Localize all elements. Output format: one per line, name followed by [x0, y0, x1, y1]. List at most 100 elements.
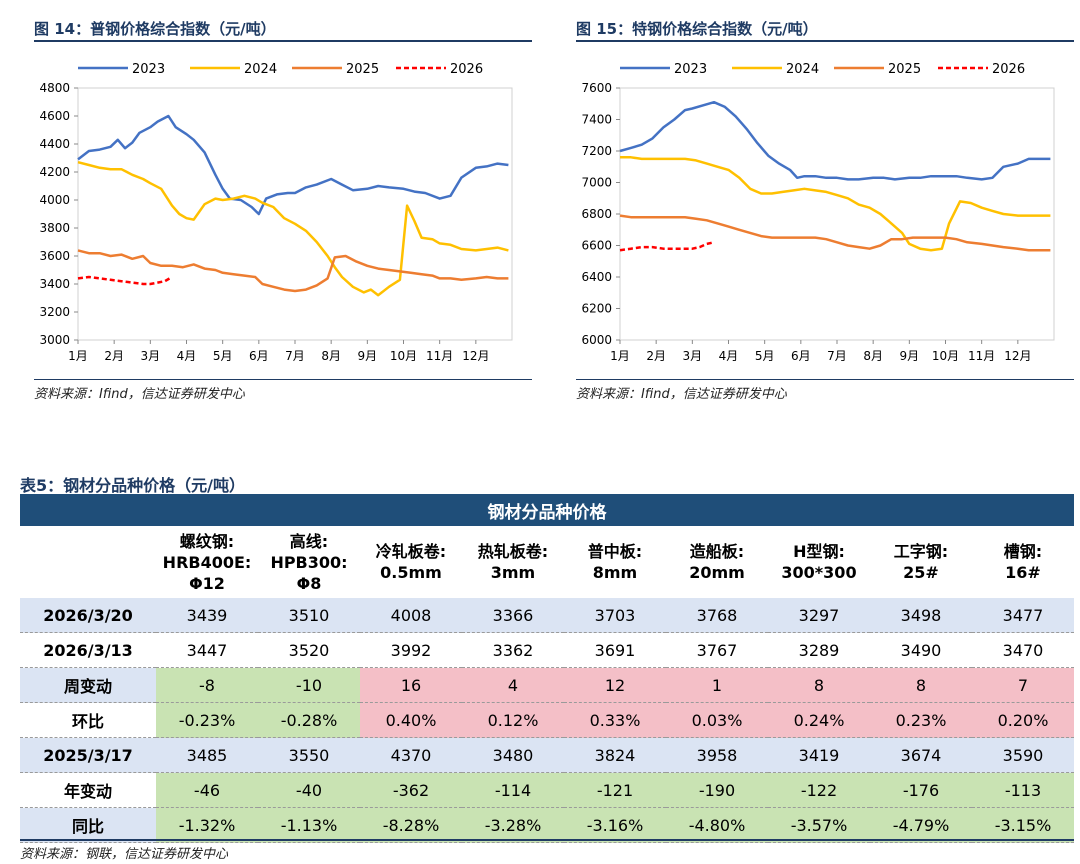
plot-area: [77, 87, 513, 341]
column-header: 螺纹钢: HRB400E: Φ12: [156, 526, 258, 598]
table-row: 环比 -0.23% -0.28% 0.40% 0.12% 0.33% 0.03% 0.24% 0…: [20, 702, 1074, 738]
x-tick-label: 2月: [646, 349, 666, 363]
y-tick-label: 3600: [39, 249, 70, 263]
column-header: 工字钢: 25#: [870, 526, 972, 598]
row-label: 2026/3/20: [20, 598, 156, 633]
table-cell: -10: [258, 667, 360, 703]
x-tick-label: 4月: [719, 349, 739, 363]
column-header-line: Φ8: [296, 573, 322, 593]
legend-label-2023: 2023: [674, 62, 707, 77]
y-tick-label: 6000: [581, 333, 612, 347]
table-cell: 3498: [870, 598, 972, 633]
column-header-line: 普中板:: [587, 542, 643, 561]
table-cell: 3520: [258, 632, 360, 668]
column-header-line: 热轧板卷:: [477, 542, 549, 561]
table-cell: 3590: [972, 737, 1074, 773]
table-cell: -1.32%: [156, 807, 258, 843]
column-header: 造船板: 20mm: [666, 526, 768, 598]
row-label: 环比: [20, 702, 156, 738]
table-cell: -113: [972, 772, 1074, 808]
x-tick-label: 6月: [249, 349, 269, 363]
table-cell: -3.28%: [462, 807, 564, 843]
plot-area: [619, 87, 1055, 341]
column-header-line: HPB300:: [270, 552, 348, 572]
table-cell: 3366: [462, 598, 564, 633]
table-cell: -122: [768, 772, 870, 808]
x-tick-label: 9月: [358, 349, 378, 363]
table-cell: 3480: [462, 737, 564, 773]
table-cell: 3362: [462, 632, 564, 668]
table-cell: 3419: [768, 737, 870, 773]
row-label: 同比: [20, 807, 156, 843]
table-cell: 0.24%: [768, 702, 870, 738]
figure-15-title: 图 15：特钢价格综合指数（元/吨）: [576, 20, 818, 38]
table-cell: 0.12%: [462, 702, 564, 738]
table-row: 2026/3/13 3447 3520 3992 3362 3691 3767 3289 349…: [20, 632, 1074, 668]
x-tick-label: 12月: [1004, 349, 1031, 363]
table-cell: -0.23%: [156, 702, 258, 738]
x-tick-label: 3月: [141, 349, 161, 363]
y-tick-label: 6400: [581, 270, 612, 284]
x-tick-label: 10月: [932, 349, 959, 363]
y-tick-label: 3000: [39, 333, 70, 347]
y-tick-label: 3400: [39, 277, 70, 291]
figure-14-title-rule: [34, 40, 532, 42]
figure-15-bottom-rule: [576, 379, 1074, 380]
table-cell: 4: [462, 667, 564, 703]
figure-14-title: 图 14：普钢价格综合指数（元/吨）: [34, 20, 276, 38]
table-cell: -0.28%: [258, 702, 360, 738]
row-label: 周变动: [20, 667, 156, 703]
column-header-line: 20mm: [689, 563, 745, 582]
table-cell: -3.16%: [564, 807, 666, 843]
table-5-source: 资料来源：钢联，信达证券研发中心: [20, 847, 229, 862]
y-tick-label: 7400: [581, 113, 612, 127]
table-cell: 3958: [666, 737, 768, 773]
column-header-line: 造船板:: [689, 542, 745, 561]
x-tick-label: 9月: [900, 349, 920, 363]
table-row: 年变动 -46 -40 -362 -114 -121 -190 -122 -176 -113: [20, 772, 1074, 808]
x-tick-label: 5月: [213, 349, 233, 363]
table-cell: 0.33%: [564, 702, 666, 738]
header-empty-cell: [20, 526, 156, 598]
y-tick-label: 3200: [39, 305, 70, 319]
table-cell: 3289: [768, 632, 870, 668]
table-cell: 3485: [156, 737, 258, 773]
column-header-line: 25#: [903, 563, 939, 582]
table-cell: -362: [360, 772, 462, 808]
table-cell: 3768: [666, 598, 768, 633]
table-cell: 1: [666, 667, 768, 703]
legend-label-2024: 2024: [244, 62, 277, 77]
table-cell: 0.23%: [870, 702, 972, 738]
row-label: 年变动: [20, 772, 156, 808]
column-header: 普中板: 8mm: [564, 526, 666, 598]
table-cell: 3703: [564, 598, 666, 633]
x-tick-label: 1月: [610, 349, 630, 363]
column-header: 热轧板卷: 3mm: [462, 526, 564, 598]
table-cell: 0.03%: [666, 702, 768, 738]
column-header: H型钢: 300*300: [768, 526, 870, 598]
legend-label-2026: 2026: [450, 62, 483, 77]
y-tick-label: 7200: [581, 144, 612, 158]
table-row: 2025/3/17 3485 3550 4370 3480 3824 3958 3419 367…: [20, 737, 1074, 773]
x-tick-label: 5月: [755, 349, 775, 363]
row-label: 2025/3/17: [20, 737, 156, 773]
chart-steel-index: 3000 3200 3400 3600 3800 4000 4200 4400 4600 4800…: [39, 62, 513, 363]
table-cell: 0.40%: [360, 702, 462, 738]
x-tick-label: 6月: [791, 349, 811, 363]
table-cell: 3824: [564, 737, 666, 773]
table-cell: 3439: [156, 598, 258, 633]
table-cell: 3691: [564, 632, 666, 668]
table-cell: 4008: [360, 598, 462, 633]
table-cell: 3674: [870, 737, 972, 773]
legend-label-2025: 2025: [888, 62, 921, 77]
x-tick-label: 10月: [390, 349, 417, 363]
column-header: 高线: HPB300: Φ8: [258, 526, 360, 598]
y-tick-label: 6200: [581, 302, 612, 316]
steel-price-table: 钢材分品种价格 螺纹钢: HRB400E: Φ12 高线: HPB300: Φ8 冷轧板卷:…: [20, 494, 1074, 843]
x-tick-label: 12月: [462, 349, 489, 363]
table-cell: -40: [258, 772, 360, 808]
table-row: 周变动 -8 -10 16 4 12 1 8 8 7: [20, 667, 1074, 703]
table-cell: -190: [666, 772, 768, 808]
table-row: 同比 -1.32% -1.13% -8.28% -3.28% -3.16% -4.80% -3…: [20, 807, 1074, 843]
figure-14-bottom-rule: [34, 379, 532, 380]
